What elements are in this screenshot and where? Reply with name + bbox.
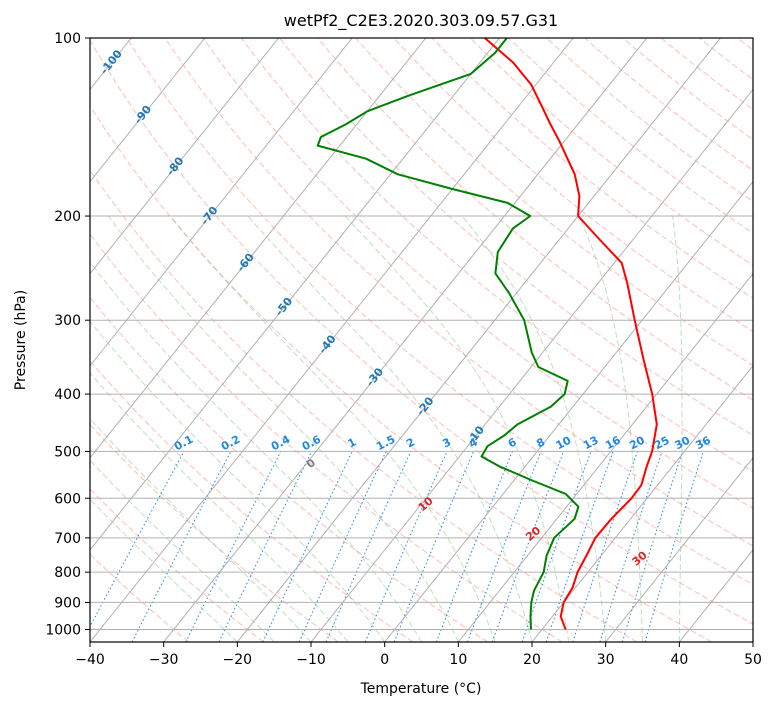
mixing-ratio-line: [599, 451, 663, 642]
moist-adiabat-line: [578, 215, 643, 642]
y-tick-label: 200: [54, 209, 81, 225]
y-tick-label: 600: [54, 491, 81, 507]
y-tick-label: 300: [54, 313, 81, 329]
dry-adiabat-line: [279, 38, 753, 437]
x-tick-label: 20: [523, 652, 541, 668]
mixing-ratio-label: 25: [652, 434, 672, 453]
isotherm-line: [90, 38, 574, 642]
dewpoint-profile-line: [316, 38, 580, 630]
y-tick-label: 400: [54, 387, 81, 403]
moist-adiabat-line: [90, 320, 386, 642]
temperature-profile-line: [484, 38, 658, 630]
mixing-ratio-label: 13: [581, 434, 601, 453]
x-tick-label: −10: [296, 652, 326, 668]
dry-adiabat-line: [393, 38, 753, 333]
chart-title: wetPf2_C2E3.2020.303.09.57.G31: [284, 11, 558, 31]
dry-adiabat-line: [90, 169, 638, 642]
dry-adiabat-line: [90, 105, 712, 642]
mixing-ratio-line: [325, 451, 412, 642]
dry-adiabat-line: [431, 38, 753, 299]
y-axis-label: Pressure (hPa): [13, 290, 29, 390]
mixing-ratio-line: [572, 451, 638, 642]
moist-adiabat-line: [90, 498, 238, 642]
mixing-ratio-line: [364, 451, 448, 642]
theta-label: 40: [748, 577, 768, 597]
moist-adiabat-line: [461, 215, 607, 642]
y-tick-label: 500: [54, 444, 81, 460]
isotherm-line: [605, 457, 753, 642]
isotherm-line: [90, 38, 279, 275]
isotherm-line: [310, 88, 753, 642]
x-tick-label: −20: [223, 652, 253, 668]
isotherm-line: [163, 38, 648, 642]
y-tick-label: 700: [54, 531, 81, 547]
isotherm-line: [384, 180, 753, 642]
plot-area: -100-90-80-70-60-50-40-30-20-100.1 0.2 0.4…: [90, 38, 768, 642]
mixing-ratio-line: [435, 451, 513, 642]
isotherm-line: [90, 38, 500, 551]
mixing-ratio-label: 36: [693, 433, 713, 452]
moist-adiabat-line: [107, 215, 459, 642]
moist-adiabat-line: [247, 215, 533, 642]
y-tick-label: 900: [54, 595, 81, 611]
dry-adiabat-line: [90, 296, 488, 642]
moist-adiabat-line: [170, 215, 496, 642]
y-axis-ticks: 1000 900 800 700 600 500 400 300 200 100: [45, 31, 90, 638]
x-tick-label: −40: [75, 652, 105, 668]
x-tick-label: 10: [449, 652, 467, 668]
mixing-ratio-label: 30: [673, 433, 693, 452]
isotherm-line: [90, 38, 353, 367]
x-tick-label: 0: [380, 652, 389, 668]
x-tick-label: 30: [597, 652, 615, 668]
moist-adiabat-line: [90, 417, 312, 642]
dry-adiabat-line: [90, 39, 753, 625]
y-tick-label: 800: [54, 565, 81, 581]
isotherm-line: [90, 38, 206, 183]
y-tick-label: 100: [54, 31, 81, 47]
dry-adiabat-line: [90, 488, 264, 642]
dry-adiabat-line: [202, 38, 753, 509]
mixing-ratio-line: [90, 451, 185, 628]
mixing-ratio-label: 10: [554, 433, 574, 452]
x-axis-label: Temperature (°C): [360, 681, 482, 697]
dry-adiabat-line: [164, 38, 753, 547]
mixing-ratio-line: [621, 451, 684, 642]
mixing-ratio-line: [545, 451, 614, 642]
isotherm-line: [531, 364, 753, 642]
y-tick-label: 1000: [45, 622, 81, 638]
mixing-ratio-label: 16: [603, 433, 623, 452]
x-axis-ticks: −40 −30 −20 −10 0 10 20 30 40 50: [75, 642, 762, 668]
grid-labels: -100-90-80-70-60-50-40-30-20-100.1 0.2 0.4…: [98, 47, 768, 597]
moist-adiabat-line: [90, 459, 275, 642]
plot-frame: [89, 37, 754, 643]
isotherm-line: [90, 38, 427, 459]
moist-adiabat-line: [672, 215, 683, 642]
isotherm-grid: [90, 38, 753, 642]
dry-adiabat-line: [90, 233, 563, 642]
dry-adiabat-line: [469, 38, 753, 266]
mixing-ratio-line: [467, 451, 542, 642]
dry-adiabat-line: [317, 38, 753, 401]
dry-adiabat-line: [126, 38, 753, 586]
isotherm-line: [236, 38, 721, 642]
x-tick-label: 50: [744, 652, 762, 668]
mixing-ratio-line: [491, 451, 565, 642]
isotherm-line: [457, 272, 753, 642]
sounding-series: [316, 38, 658, 630]
dry-adiabat-line: [508, 38, 753, 234]
dry-adiabat-line: [546, 38, 753, 203]
dry-adiabat-line: [90, 423, 339, 642]
mixing-ratio-line: [185, 451, 282, 642]
x-tick-label: −30: [149, 652, 179, 668]
mixing-ratio-label: 20: [627, 433, 647, 452]
dry-adiabat-line: [355, 38, 753, 367]
x-tick-label: 40: [670, 652, 688, 668]
